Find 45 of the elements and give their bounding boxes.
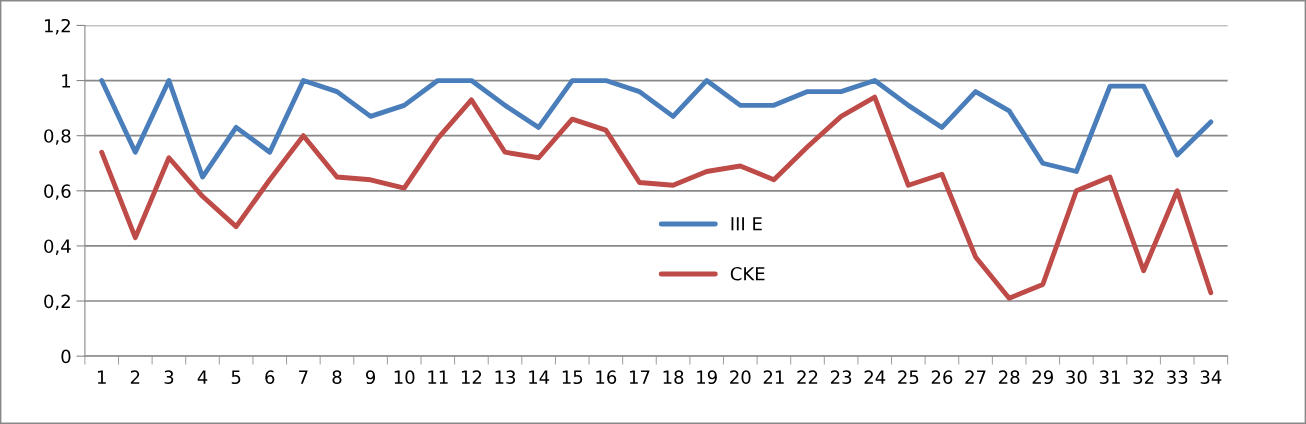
legend-label: CKE [730, 266, 765, 281]
legend-label: III E [731, 217, 762, 231]
y-tick-label: 1,2 [44, 18, 70, 35]
x-tick-label: 2 [130, 370, 140, 384]
line-series [99, 78, 1214, 180]
x-tick-label: 19 [697, 370, 717, 385]
x-tick-label: 11 [428, 370, 448, 384]
x-tick-label: 28 [999, 370, 1020, 385]
x-tick-label: 22 [797, 370, 818, 384]
x-tick-label: 10 [394, 370, 415, 385]
x-tick-label: 6 [265, 370, 275, 385]
x-tick-label: 3 [164, 370, 174, 385]
x-tick-label: 12 [461, 370, 482, 384]
x-tick-label: 20 [730, 370, 751, 385]
y-tick-label: 0,6 [44, 184, 71, 200]
x-tick-label: 29 [1032, 370, 1053, 385]
x-tick-label: 24 [864, 370, 886, 384]
x-tick-label: 5 [231, 370, 241, 385]
y-tick-label: 1 [62, 74, 71, 88]
x-tick-label: 13 [495, 370, 516, 385]
x-tick-label: 23 [830, 370, 852, 385]
x-tick-label: 9 [365, 370, 376, 385]
x-tick-label: 7 [299, 370, 308, 384]
x-tick-label: 27 [965, 370, 986, 384]
x-tick-label: 26 [931, 370, 953, 385]
x-tick-label: 17 [629, 370, 650, 384]
y-tick-label: 0,8 [44, 129, 71, 145]
x-tick-label: 15 [562, 370, 583, 385]
x-tick-label: 33 [1167, 370, 1188, 385]
y-tick-label: 0 [61, 349, 71, 364]
x-tick-label: 25 [898, 370, 919, 385]
line-series [99, 94, 1214, 301]
x-tick-label: 34 [1200, 370, 1222, 385]
x-tick-label: 14 [529, 370, 550, 384]
x-tick-label: 8 [332, 370, 342, 385]
y-tick-label: 0,4 [44, 239, 71, 255]
y-tick-label: 0,2 [44, 294, 70, 310]
x-tick-label: 32 [1133, 370, 1154, 385]
x-tick-label: 21 [763, 370, 784, 384]
x-tick-label: 1 [97, 370, 106, 384]
x-tick-label: 16 [596, 370, 617, 385]
x-tick-label: 18 [663, 370, 684, 385]
x-tick-label: 30 [1066, 370, 1087, 385]
x-tick-label: 4 [197, 370, 208, 384]
x-tick-label: 31 [1099, 370, 1120, 385]
